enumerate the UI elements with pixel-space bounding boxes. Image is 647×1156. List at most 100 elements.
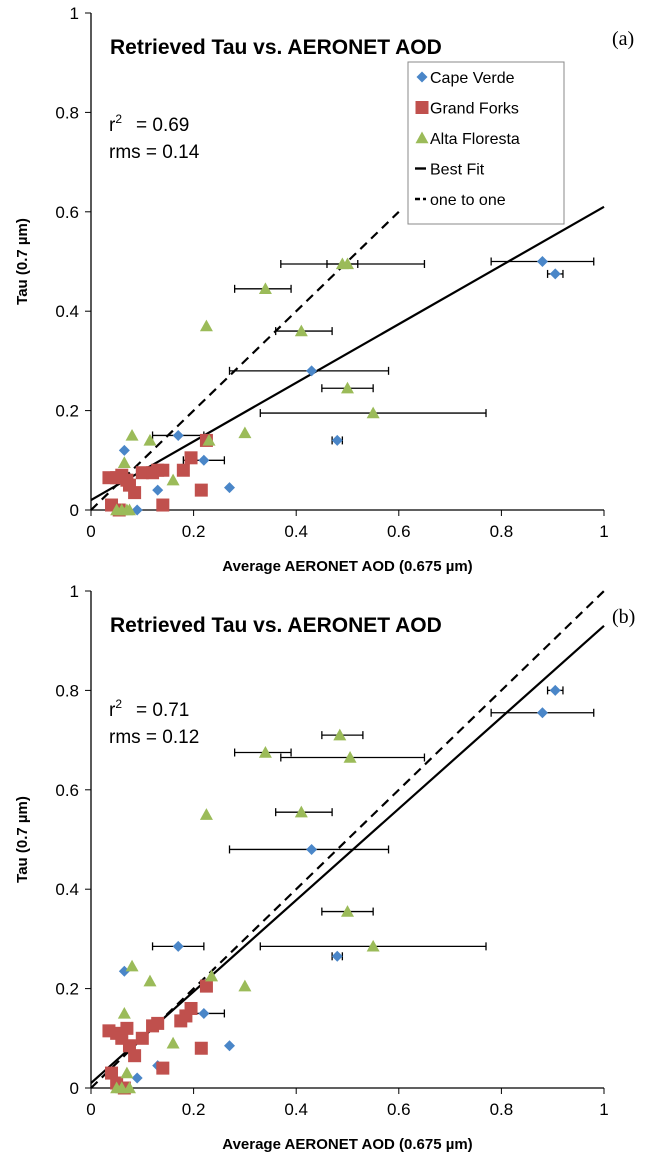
point-alta-floresta: [143, 974, 157, 987]
x-tick-label: 0.4: [284, 1100, 308, 1119]
point-grand-forks: [151, 1016, 165, 1030]
point-alta-floresta: [199, 808, 213, 820]
chart-title: Retrieved Tau vs. AERONET AOD: [110, 614, 442, 637]
legend-label-one-to-one: one to one: [430, 192, 506, 209]
point-grand-forks: [194, 483, 208, 497]
x-tick-label: 0.4: [284, 522, 308, 541]
y-tick-label: 1: [70, 4, 79, 23]
point-alta-floresta: [335, 257, 349, 270]
rms-stat: rms = 0.12: [109, 727, 199, 748]
point-grand-forks: [194, 1041, 208, 1055]
x-tick-label: 0.6: [387, 1100, 411, 1119]
r-squared-stat: r2 = 0.69: [109, 112, 189, 136]
legend-label-grand-forks: Grand Forks: [430, 101, 519, 118]
rms-stat: rms = 0.14: [109, 142, 200, 163]
point-cape-verde: [152, 484, 164, 496]
one-to-one-line: [90, 211, 400, 511]
point-alta-floresta: [125, 428, 139, 441]
x-tick-label: 1: [599, 522, 608, 541]
y-tick-label: 0.6: [55, 781, 79, 800]
point-cape-verde: [198, 1007, 210, 1019]
panel-label: (a): [612, 28, 634, 50]
y-tick-label: 0: [70, 1079, 79, 1098]
point-grand-forks: [156, 1061, 170, 1075]
x-tick-label: 0.8: [490, 522, 514, 541]
point-alta-floresta: [294, 324, 308, 337]
point-cape-verde: [536, 256, 548, 267]
x-axis-label: Average AERONET AOD (0.675 µm): [222, 1136, 472, 1153]
point-cape-verde: [172, 429, 184, 441]
point-alta-floresta: [117, 456, 131, 468]
point-cape-verde: [224, 482, 236, 494]
point-alta-floresta: [120, 1066, 134, 1079]
point-grand-forks: [199, 979, 213, 993]
point-alta-floresta: [258, 746, 272, 758]
point-alta-floresta: [294, 805, 308, 818]
legend-label-alta-floresta: Alta Floresta: [430, 131, 520, 148]
r-squared-symbol: r: [109, 115, 116, 136]
x-tick-label: 0: [86, 522, 95, 541]
x-tick-label: 0.2: [182, 1100, 206, 1119]
point-alta-floresta: [258, 282, 272, 295]
chart-title: Retrieved Tau vs. AERONET AOD: [110, 36, 442, 59]
y-tick-label: 0.6: [55, 203, 79, 222]
point-grand-forks: [128, 486, 142, 500]
point-alta-floresta: [122, 1081, 136, 1094]
point-alta-floresta: [333, 728, 347, 741]
legend-label-cape-verde: Cape Verde: [430, 70, 515, 87]
point-grand-forks: [122, 1039, 136, 1053]
point-cape-verde: [306, 365, 318, 377]
point-cape-verde: [549, 684, 561, 696]
y-tick-label: 0.2: [55, 980, 79, 999]
chart-panel-a: 0 0.2 0.4 0.6 0.8 1 0 0.2 0.4 0.6 0.8 1 Average AERO…: [14, 4, 634, 575]
point-alta-floresta: [117, 1006, 131, 1019]
chart-panel-b: 0 0.2 0.4 0.6 0.8 1 0 0.2 0.4 0.6 0.8 1 Average AERO…: [14, 582, 635, 1153]
point-cape-verde: [331, 434, 343, 446]
legend-marker-cape-verde: [416, 71, 428, 83]
panel-label: (b): [612, 606, 635, 628]
point-grand-forks: [135, 1031, 149, 1045]
r-squared-value: = 0.69: [136, 115, 189, 136]
point-grand-forks: [184, 451, 198, 465]
point-alta-floresta: [166, 1036, 180, 1049]
point-alta-floresta: [202, 433, 216, 446]
point-cape-verde: [172, 940, 184, 952]
point-cape-verde: [131, 1072, 143, 1084]
point-alta-floresta: [122, 503, 136, 516]
x-tick-label: 0.6: [387, 522, 411, 541]
x-axis-label: Average AERONET AOD (0.675 µm): [222, 558, 472, 575]
y-tick-label: 0.8: [55, 681, 79, 700]
legend-marker-alta-floresta: [415, 131, 429, 144]
point-cape-verde: [536, 707, 548, 719]
r-squared-stat: r2 = 0.71: [109, 697, 189, 721]
y-tick-label: 1: [70, 582, 79, 601]
y-tick-label: 0.4: [55, 880, 79, 899]
point-alta-floresta: [125, 959, 139, 972]
point-cape-verde: [224, 1040, 236, 1052]
point-alta-floresta: [166, 473, 180, 486]
point-alta-floresta: [366, 939, 380, 952]
point-grand-forks: [105, 1066, 119, 1080]
x-tick-label: 0.8: [490, 1100, 514, 1119]
x-tick-label: 0.2: [182, 522, 206, 541]
best-fit-line: [90, 624, 605, 1084]
point-grand-forks: [156, 498, 170, 512]
point-cape-verde: [306, 843, 318, 855]
point-alta-floresta: [143, 433, 157, 446]
y-axis-label: Tau (0.7 µm): [14, 218, 31, 305]
point-grand-forks: [184, 1001, 198, 1015]
point-cape-verde: [331, 950, 343, 962]
legend-box: [407, 61, 565, 225]
point-alta-floresta: [199, 319, 213, 332]
point-grand-forks: [120, 1021, 134, 1035]
point-cape-verde: [118, 444, 130, 456]
y-tick-label: 0: [70, 501, 79, 520]
best-fit-line: [90, 205, 605, 502]
x-tick-label: 1: [599, 1100, 608, 1119]
point-alta-floresta: [366, 406, 380, 419]
point-grand-forks: [156, 463, 170, 477]
point-alta-floresta: [343, 750, 357, 763]
y-tick-label: 0.8: [55, 103, 79, 122]
point-alta-floresta: [238, 426, 252, 439]
x-tick-label: 0: [86, 1100, 95, 1119]
